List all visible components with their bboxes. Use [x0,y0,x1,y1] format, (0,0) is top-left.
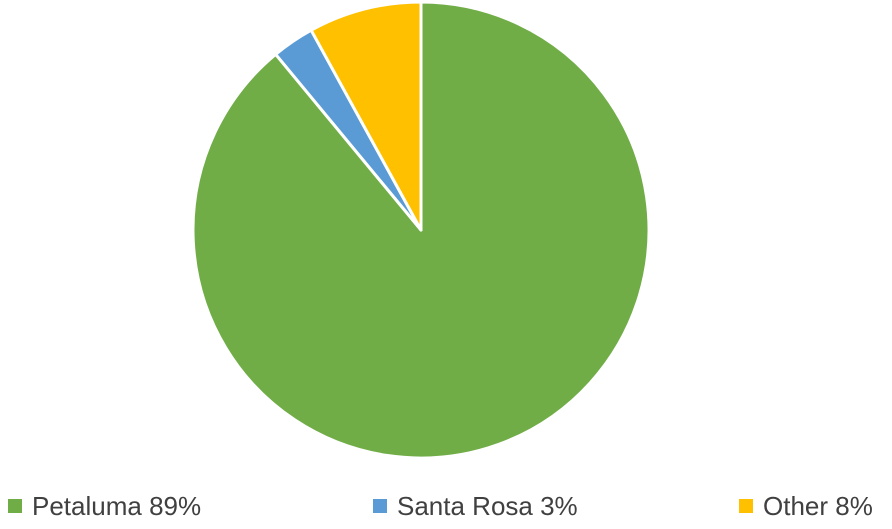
legend-swatch-other [739,499,753,513]
legend-label-other: Other 8% [763,491,873,521]
legend-swatch-petaluma [8,499,22,513]
legend-label-petaluma: Petaluma 89% [32,491,202,521]
legend-swatch-santa-rosa [373,499,387,513]
legend-item-petaluma: Petaluma 89% [8,490,201,522]
pie-chart [191,0,651,460]
legend-label-santa-rosa: Santa Rosa 3% [397,491,578,521]
legend-item-santa-rosa: Santa Rosa 3% [373,490,578,522]
pie-slices [191,0,651,460]
legend: Petaluma 89% Santa Rosa 3% Other 8% [0,490,892,529]
legend-item-other: Other 8% [739,490,873,522]
pie-slice-other [309,0,423,232]
